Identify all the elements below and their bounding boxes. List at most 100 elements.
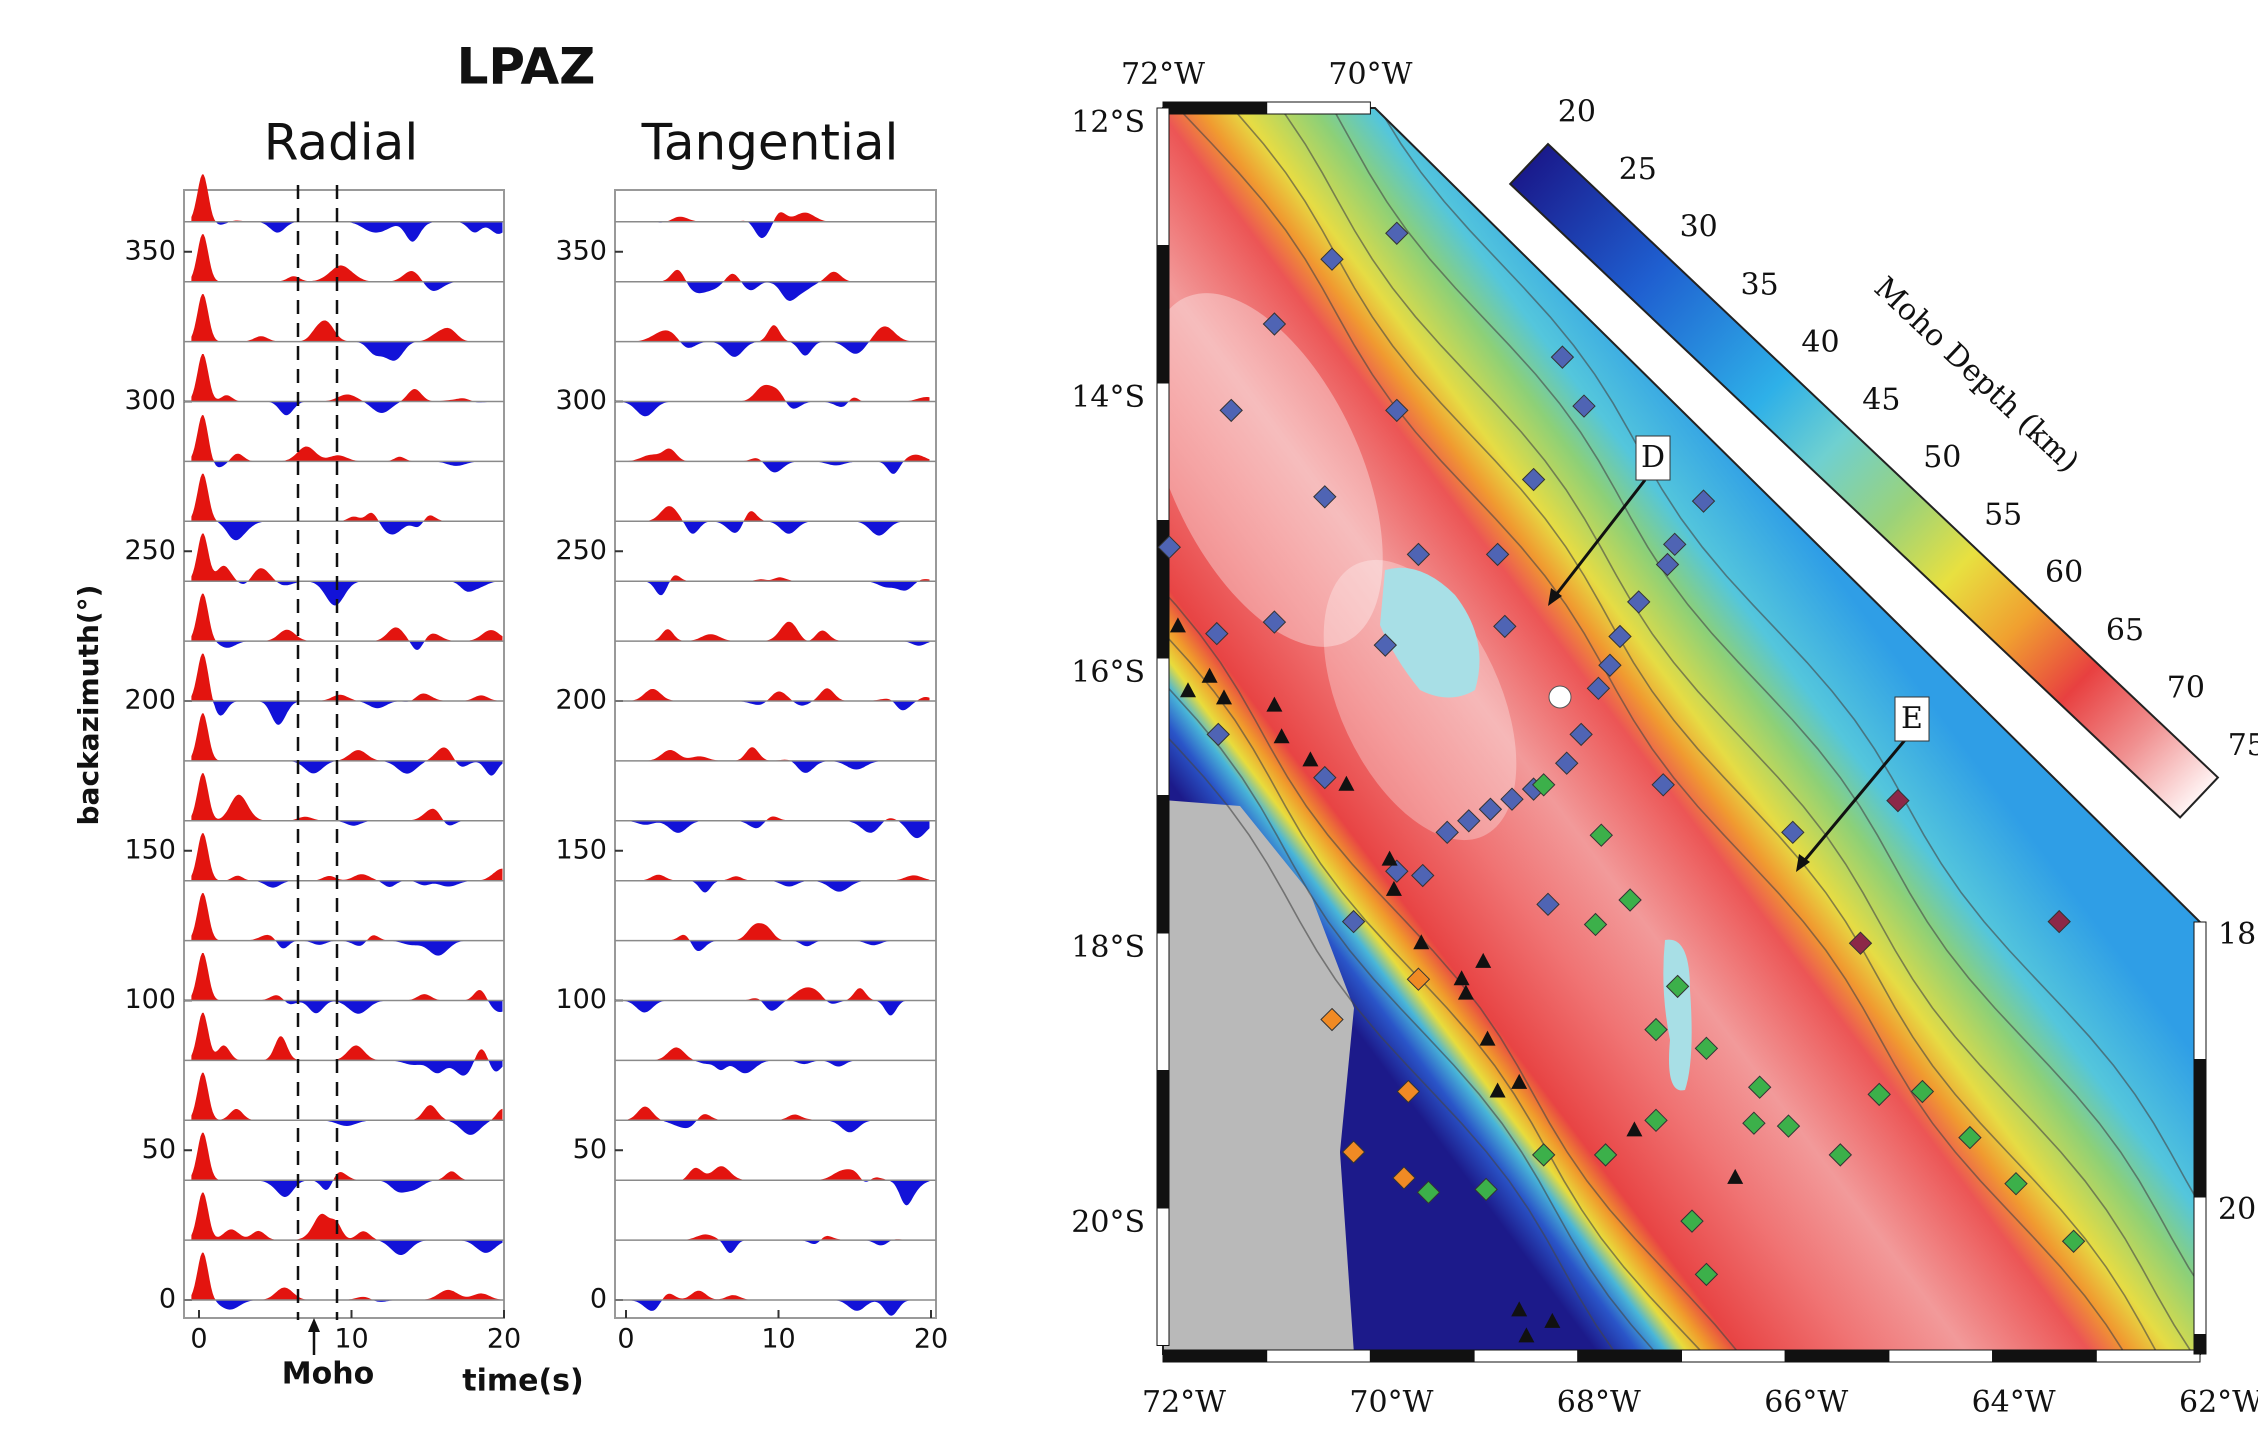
x-tick-label: 10 [761, 1324, 795, 1355]
trace-negative [191, 941, 502, 956]
trace-positive [191, 1013, 502, 1061]
profile-label: E [1901, 701, 1923, 736]
frame-bar [1474, 1350, 1578, 1362]
page: LPAZ Radial Tangential backazimuth(°) Mo… [0, 0, 2258, 1429]
frame-bar [1785, 1350, 1889, 1362]
trace-negative [191, 581, 502, 605]
trace-positive [618, 1234, 929, 1240]
x-tick-label: 10 [334, 1324, 368, 1355]
receiver-function-panels: 0501001502002503003500102005010015020025… [124, 174, 948, 1355]
lat-label: 20 [2218, 1192, 2256, 1227]
lon-label: 72°W [1142, 1385, 1226, 1420]
frame-bar [1267, 1350, 1371, 1362]
trace-negative [618, 521, 929, 535]
trace-negative [191, 1300, 502, 1310]
trace-positive [191, 654, 502, 701]
y-tick-label: 100 [124, 984, 176, 1015]
trace-positive [191, 594, 502, 642]
moho-label: Moho [282, 1357, 374, 1392]
lat-label: 18°S [1071, 930, 1145, 965]
trace-negative [618, 342, 929, 357]
colorbar-tick-label: 75 [2228, 728, 2258, 763]
frame-bar [2194, 1197, 2206, 1335]
trace-negative [618, 941, 929, 951]
trace-positive [191, 234, 502, 282]
trace-negative [618, 1240, 929, 1253]
frame-bar [1157, 1071, 1169, 1209]
trace-positive [618, 1166, 929, 1180]
lon-label: 72°W [1121, 57, 1205, 92]
y-tick-label: 200 [124, 685, 176, 716]
trace-negative [618, 282, 929, 301]
trace-negative [191, 282, 502, 291]
trace-negative [618, 701, 929, 710]
trace-negative [191, 521, 502, 540]
trace-positive [191, 713, 502, 761]
lon-label: 70°W [1349, 1385, 1433, 1420]
trace-negative [618, 1120, 929, 1132]
trace-positive [191, 893, 502, 941]
lon-label: 68°W [1557, 1385, 1641, 1420]
trace-positive [191, 953, 502, 1001]
y-tick-label: 0 [590, 1284, 607, 1315]
trace-negative [618, 581, 929, 595]
figure: LPAZ Radial Tangential backazimuth(°) Mo… [0, 0, 2258, 1429]
lon-label: 62°W [2179, 1385, 2258, 1420]
trace-negative [191, 1060, 502, 1075]
lon-label: 64°W [1972, 1385, 2056, 1420]
colorbar-tick-label: 35 [1741, 267, 1779, 302]
y-tick-label: 50 [142, 1134, 176, 1165]
trace-negative [191, 402, 502, 416]
colorbar-title: Moho Depth (km) [1867, 270, 2086, 479]
trace-positive [618, 212, 929, 222]
trace-negative [618, 821, 929, 838]
trace-positive [618, 506, 929, 521]
figure-title: LPAZ [457, 38, 596, 96]
frame-bar [1578, 1350, 1682, 1362]
x-tick-label: 20 [914, 1324, 948, 1355]
trace-negative [618, 1001, 929, 1016]
trace-negative [618, 761, 929, 773]
trace-negative [618, 1300, 929, 1316]
colorbar-tick-label: 25 [1619, 152, 1657, 187]
frame-bar [1157, 108, 1169, 246]
trace-positive [618, 875, 929, 881]
moho-arrow-head [308, 1318, 320, 1332]
trace-negative [618, 461, 929, 474]
trace-positive [618, 688, 929, 701]
trace-positive [618, 622, 929, 641]
panel-title: Tangential [641, 114, 899, 172]
trace-positive [618, 987, 929, 1000]
colorbar-tick-label: 20 [1558, 95, 1596, 130]
trace-positive [191, 354, 502, 402]
trace-positive [618, 923, 929, 941]
frame-bar [1993, 1350, 2097, 1362]
colorbar-tick-label: 65 [2106, 613, 2144, 648]
trace-negative [618, 1060, 929, 1073]
trace-positive [618, 1291, 929, 1300]
trace-positive [191, 534, 502, 582]
x-tick-label: 0 [617, 1324, 634, 1355]
trace-positive [191, 1133, 502, 1181]
trace-positive [618, 270, 929, 282]
lon-label: 66°W [1764, 1385, 1848, 1420]
trace-positive [191, 1073, 502, 1121]
trace-positive [191, 1253, 502, 1300]
trace-positive [191, 415, 502, 461]
frame-bar [1157, 383, 1169, 521]
panel-title: Radial [264, 114, 418, 172]
y-tick-label: 50 [573, 1134, 607, 1165]
trace-negative [191, 701, 502, 725]
trace-negative [191, 1001, 502, 1014]
colorbar-tick-label: 50 [1923, 440, 1961, 475]
trace-positive [191, 1193, 502, 1241]
frame-bar [2194, 922, 2206, 1060]
frame-bar [1163, 1350, 1267, 1362]
trace-positive [191, 174, 502, 221]
trace-negative [618, 1180, 929, 1205]
panel-frame [184, 190, 504, 1318]
frame-bar [2194, 1060, 2206, 1198]
trace-positive [191, 773, 502, 821]
trace-positive [618, 449, 929, 462]
trace-negative [191, 342, 502, 361]
